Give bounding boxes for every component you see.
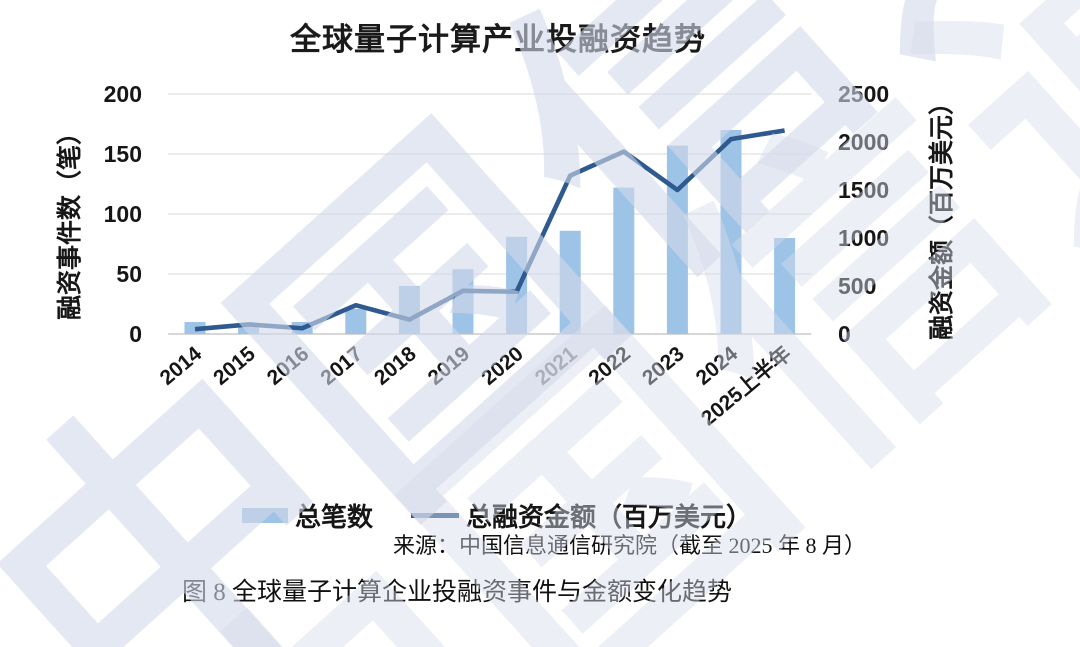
source-note: 来源：中国信息通信研究院（截至 2025 年 8 月） (393, 533, 867, 558)
figure-caption: 图 8 全球量子计算企业投融资事件与金额变化趋势 (182, 579, 733, 606)
svg-text:2000: 2000 (838, 129, 889, 155)
svg-text:1000: 1000 (838, 225, 889, 251)
line-series-label: 总融资金额（百万美元） (466, 502, 753, 532)
svg-text:2017: 2017 (316, 342, 367, 390)
chart-title: 全球量子计算产业投融资趋势 (290, 22, 706, 57)
svg-text:100: 100 (104, 201, 142, 227)
svg-text:2020: 2020 (477, 342, 528, 390)
svg-text:0: 0 (129, 321, 142, 347)
bar-series-swatch (242, 508, 288, 523)
svg-text:2023: 2023 (638, 342, 689, 390)
svg-text:2019: 2019 (424, 342, 475, 390)
svg-text:2500: 2500 (838, 81, 889, 107)
right-axis-title: 融资金额（百万美元） (928, 89, 956, 340)
svg-text:2016: 2016 (263, 342, 314, 390)
svg-text:2015: 2015 (209, 342, 260, 390)
svg-text:1500: 1500 (838, 177, 889, 203)
left-axis-title: 融资事件数（笔） (56, 120, 84, 321)
line-series-swatch (411, 513, 460, 518)
svg-text:2018: 2018 (370, 342, 421, 390)
svg-text:200: 200 (104, 81, 142, 107)
svg-text:0: 0 (838, 321, 851, 347)
svg-text:2022: 2022 (584, 342, 635, 390)
svg-text:2021: 2021 (531, 342, 582, 390)
bar-series-label: 总笔数 (295, 502, 374, 532)
svg-text:2014: 2014 (156, 342, 207, 390)
chart-legend: 总笔数 总融资金额（百万美元） (242, 497, 752, 534)
svg-text:50: 50 (116, 261, 142, 287)
svg-text:500: 500 (838, 273, 876, 299)
svg-text:150: 150 (104, 141, 142, 167)
